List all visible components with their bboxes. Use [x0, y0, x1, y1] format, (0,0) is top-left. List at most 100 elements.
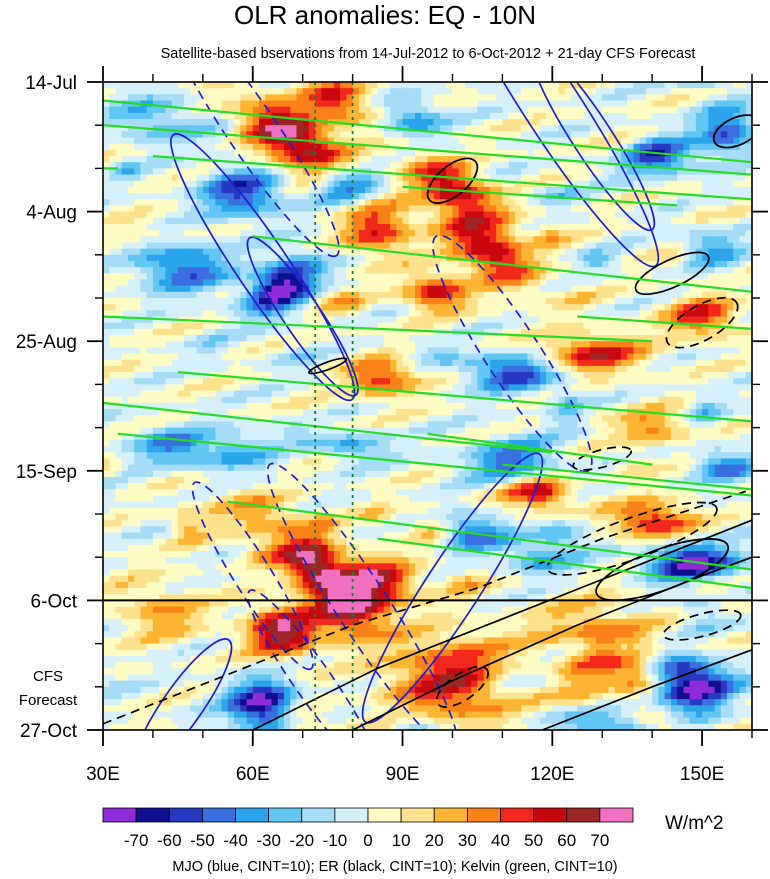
- anomaly-cell: [508, 341, 516, 348]
- anomaly-cell: [127, 304, 135, 311]
- anomaly-cell: [614, 310, 622, 318]
- anomaly-cell: [121, 310, 129, 318]
- anomaly-cell: [464, 335, 472, 342]
- anomaly-cell: [190, 149, 198, 157]
- anomaly-cell: [571, 119, 578, 126]
- anomaly-cell: [159, 217, 166, 225]
- anomaly-cell: [652, 217, 659, 225]
- anomaly-cell: [633, 260, 641, 268]
- anomaly-cell: [452, 211, 460, 219]
- anomaly-cell: [209, 186, 216, 194]
- anomaly-cell: [390, 205, 397, 213]
- anomaly-cell: [577, 273, 585, 281]
- anomaly-cell: [327, 82, 335, 89]
- anomaly-cell: [577, 242, 585, 250]
- anomaly-cell: [402, 316, 410, 324]
- anomaly-cell: [340, 260, 347, 268]
- anomaly-cell: [159, 193, 166, 200]
- anomaly-cell: [533, 273, 541, 281]
- anomaly-cell: [265, 168, 273, 176]
- anomaly-cell: [702, 162, 709, 169]
- anomaly-cell: [527, 174, 535, 182]
- anomaly-cell: [439, 242, 447, 250]
- anomaly-cell: [652, 291, 659, 299]
- anomaly-cell: [159, 125, 166, 132]
- anomaly-cell: [508, 193, 516, 200]
- anomaly-cell: [265, 298, 273, 305]
- anomaly-cell: [608, 223, 616, 231]
- anomaly-cell: [477, 236, 485, 244]
- anomaly-cell: [177, 279, 185, 287]
- anomaly-cell: [215, 143, 223, 151]
- anomaly-cell: [196, 242, 204, 250]
- anomaly-cell: [471, 279, 479, 287]
- anomaly-cell: [577, 174, 585, 182]
- anomaly-cell: [290, 174, 298, 182]
- anomaly-cell: [633, 365, 641, 373]
- anomaly-cell: [677, 82, 684, 89]
- anomaly-cell: [595, 82, 603, 89]
- anomaly-cell: [546, 137, 553, 145]
- anomaly-cell: [365, 211, 372, 219]
- anomaly-cell: [134, 365, 142, 373]
- anomaly-cell: [427, 298, 435, 305]
- anomaly-cell: [402, 372, 410, 379]
- anomaly-cell: [733, 119, 741, 126]
- anomaly-cell: [321, 291, 329, 299]
- anomaly-cell: [259, 94, 266, 102]
- anomaly-cell: [421, 162, 429, 169]
- anomaly-cell: [702, 174, 709, 182]
- anomaly-cell: [308, 156, 316, 163]
- anomaly-cell: [246, 328, 254, 336]
- anomaly-cell: [714, 260, 722, 268]
- anomaly-cell: [652, 347, 659, 355]
- anomaly-cell: [302, 335, 310, 342]
- anomaly-cell: [140, 156, 148, 163]
- anomaly-cell: [171, 205, 179, 213]
- anomaly-cell: [127, 291, 135, 299]
- anomaly-cell: [502, 230, 510, 237]
- anomaly-cell: [415, 341, 422, 348]
- anomaly-cell: [340, 230, 347, 237]
- anomaly-cell: [502, 137, 510, 145]
- anomaly-cell: [564, 199, 572, 207]
- anomaly-cell: [252, 217, 260, 225]
- anomaly-cell: [240, 328, 248, 336]
- anomaly-cell: [352, 125, 360, 132]
- anomaly-cell: [589, 254, 597, 262]
- anomaly-cell: [702, 205, 709, 213]
- anomaly-cell: [577, 143, 585, 151]
- anomaly-cell: [365, 242, 372, 250]
- anomaly-cell: [333, 217, 341, 225]
- anomaly-cell: [196, 248, 204, 256]
- anomaly-cell: [127, 211, 135, 219]
- anomaly-cell: [527, 316, 535, 324]
- anomaly-cell: [302, 236, 310, 244]
- anomaly-cell: [502, 106, 510, 114]
- anomaly-cell: [196, 180, 204, 188]
- anomaly-cell: [390, 279, 397, 287]
- anomaly-cell: [483, 298, 491, 305]
- anomaly-cell: [508, 230, 516, 237]
- anomaly-cell: [365, 248, 372, 256]
- anomaly-cell: [171, 174, 179, 182]
- anomaly-cell: [202, 174, 210, 182]
- anomaly-cell: [471, 193, 479, 200]
- anomaly-cell: [633, 273, 641, 281]
- anomaly-cell: [552, 254, 560, 262]
- anomaly-cell: [346, 285, 354, 293]
- anomaly-cell: [564, 180, 572, 188]
- anomaly-cell: [608, 137, 616, 145]
- anomaly-cell: [571, 106, 578, 114]
- anomaly-cell: [352, 291, 360, 299]
- anomaly-cell: [508, 236, 516, 244]
- anomaly-cell: [577, 298, 585, 305]
- anomaly-cell: [608, 100, 616, 108]
- anomaly-cell: [333, 372, 341, 379]
- anomaly-cell: [464, 365, 472, 373]
- anomaly-cell: [683, 279, 691, 287]
- anomaly-cell: [527, 186, 535, 194]
- anomaly-cell: [377, 236, 385, 244]
- anomaly-cell: [134, 162, 142, 169]
- anomaly-cell: [146, 298, 154, 305]
